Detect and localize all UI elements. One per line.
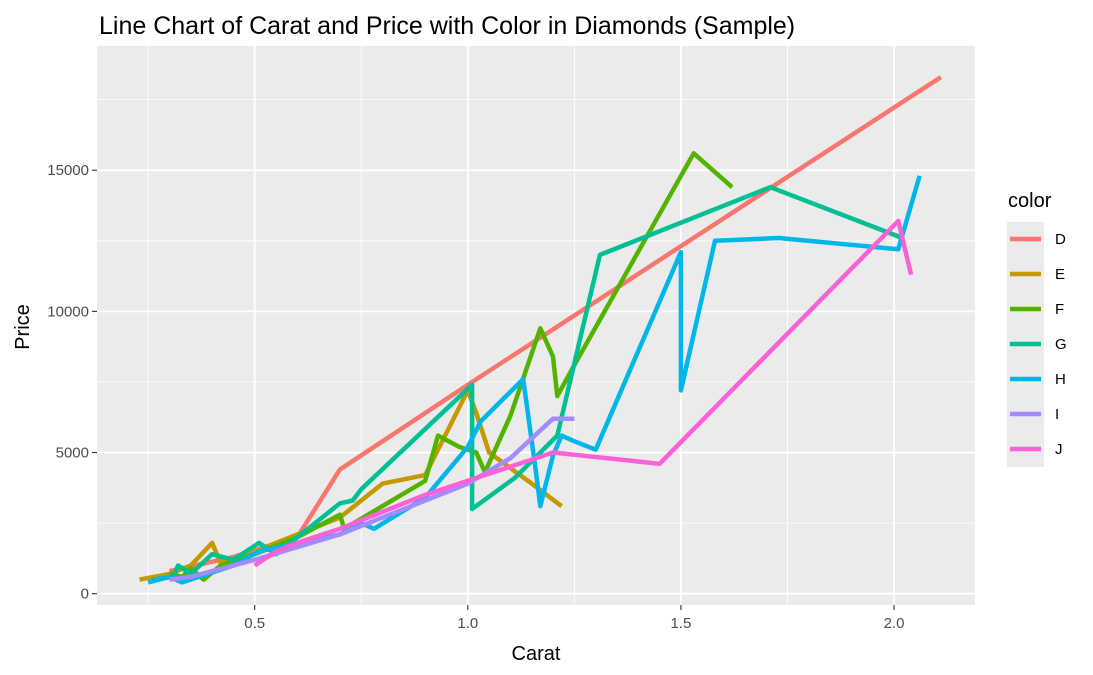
chart-title: Line Chart of Carat and Price with Color… [99,12,795,40]
series-line-E [139,388,563,582]
plot-panel [97,46,975,605]
x-tick-label: 1.0 [457,615,478,632]
y-tick-label: 15000 [47,162,89,179]
x-tick-label: 1.5 [670,615,691,632]
series-lines [139,75,943,585]
series-line-G [152,184,904,582]
legend-label-H: H [1055,371,1066,388]
legend-label-F: F [1055,301,1064,318]
y-axis: 0 5000 10000 15000 [47,162,97,603]
legend-label-D: D [1055,231,1066,248]
series-line-H [147,175,922,585]
x-axis-title: Carat [512,643,561,665]
y-tick-label: 10000 [47,303,89,320]
legend: color D E F G H I J [1007,190,1067,467]
legend-label-J: J [1055,441,1063,458]
x-tick-label: 2.0 [884,615,905,632]
series-line-I [169,416,575,582]
y-tick-label: 0 [81,586,89,603]
legend-label-I: I [1055,406,1059,423]
series-line-D [169,75,943,574]
y-tick-label: 5000 [56,445,89,462]
y-axis-title: Price [12,304,34,350]
major-gridlines [97,46,975,605]
legend-label-E: E [1055,266,1065,283]
x-tick-label: 0.5 [244,615,265,632]
series-line-J [253,218,914,568]
minor-gridlines [97,46,975,605]
legend-label-G: G [1055,336,1067,353]
legend-items: D E F G H I J [1010,231,1067,458]
legend-title: color [1008,190,1052,212]
x-axis: 0.5 1.0 1.5 2.0 [244,605,904,632]
